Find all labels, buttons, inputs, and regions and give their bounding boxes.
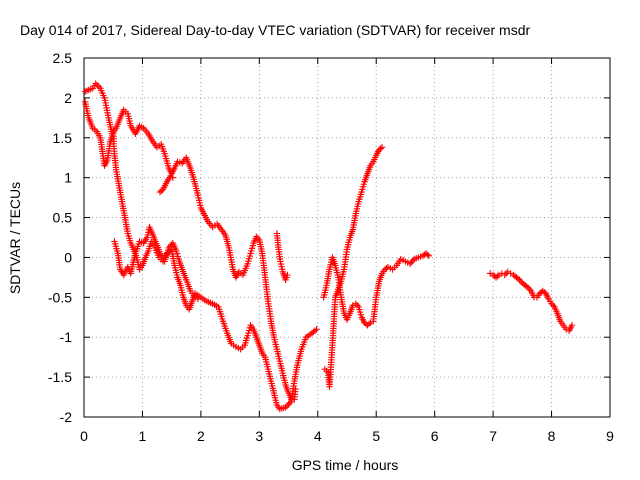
x-tick-label: 7 — [489, 428, 497, 444]
marker-track-h — [504, 268, 511, 276]
marker-track-b — [311, 327, 319, 334]
marker-track-h — [568, 322, 576, 329]
y-axis-label: SDTVAR / TECUs — [7, 182, 23, 294]
marker-track-h — [494, 272, 501, 280]
x-tick-label: 4 — [314, 428, 322, 444]
marker-track-h — [514, 275, 522, 282]
y-tick-label: -1 — [60, 329, 73, 345]
marker-track-h — [501, 271, 508, 279]
x-tick-label: 9 — [606, 428, 614, 444]
chart-title: Day 014 of 2017, Sidereal Day-to-day VTE… — [20, 22, 530, 38]
x-tick-label: 6 — [431, 428, 439, 444]
marker-track-a — [94, 81, 101, 89]
data-marks — [81, 80, 576, 413]
marker-track-c — [194, 295, 202, 303]
y-tick-label: -0.5 — [48, 289, 72, 305]
y-tick-label: -1.5 — [48, 369, 72, 385]
y-tick-label: 2 — [64, 90, 72, 106]
marker-track-h — [486, 270, 494, 277]
marker-track-d — [169, 174, 177, 181]
y-tick-label: 0.5 — [53, 210, 73, 226]
y-tick-label: 0 — [64, 249, 72, 265]
axis-ticks: 0 1 2 3 4 5 6 7 8 9 2.5 2 1.5 1 0.5 0 -0.5 -1 -1.5 -2 — [48, 50, 614, 444]
marker-track-b — [313, 326, 320, 333]
marker-track-g — [377, 145, 384, 152]
x-tick-label: 3 — [255, 428, 263, 444]
x-tick-label: 0 — [80, 428, 88, 444]
x-tick-label: 2 — [197, 428, 205, 444]
x-axis-label: GPS time / hours — [292, 457, 399, 473]
x-tick-label: 1 — [139, 428, 147, 444]
marker-track-h — [523, 283, 530, 290]
marker-track-h — [507, 270, 514, 277]
marker-track-e — [284, 271, 291, 279]
marker-track-f — [365, 320, 373, 328]
y-tick-label: 2.5 — [53, 50, 73, 66]
marker-track-h — [517, 278, 525, 285]
marker-track-b — [285, 401, 292, 408]
marker-track-f — [425, 252, 433, 260]
y-tick-label: -2 — [60, 409, 73, 425]
y-tick-label: 1.5 — [53, 130, 73, 146]
marker-track-f — [424, 251, 431, 258]
plot-frame — [83, 57, 611, 418]
y-tick-label: 1 — [64, 170, 72, 186]
marker-track-g — [378, 144, 386, 151]
x-tick-label: 8 — [548, 428, 556, 444]
marker-track-f — [352, 300, 359, 307]
x-tick-label: 5 — [372, 428, 380, 444]
